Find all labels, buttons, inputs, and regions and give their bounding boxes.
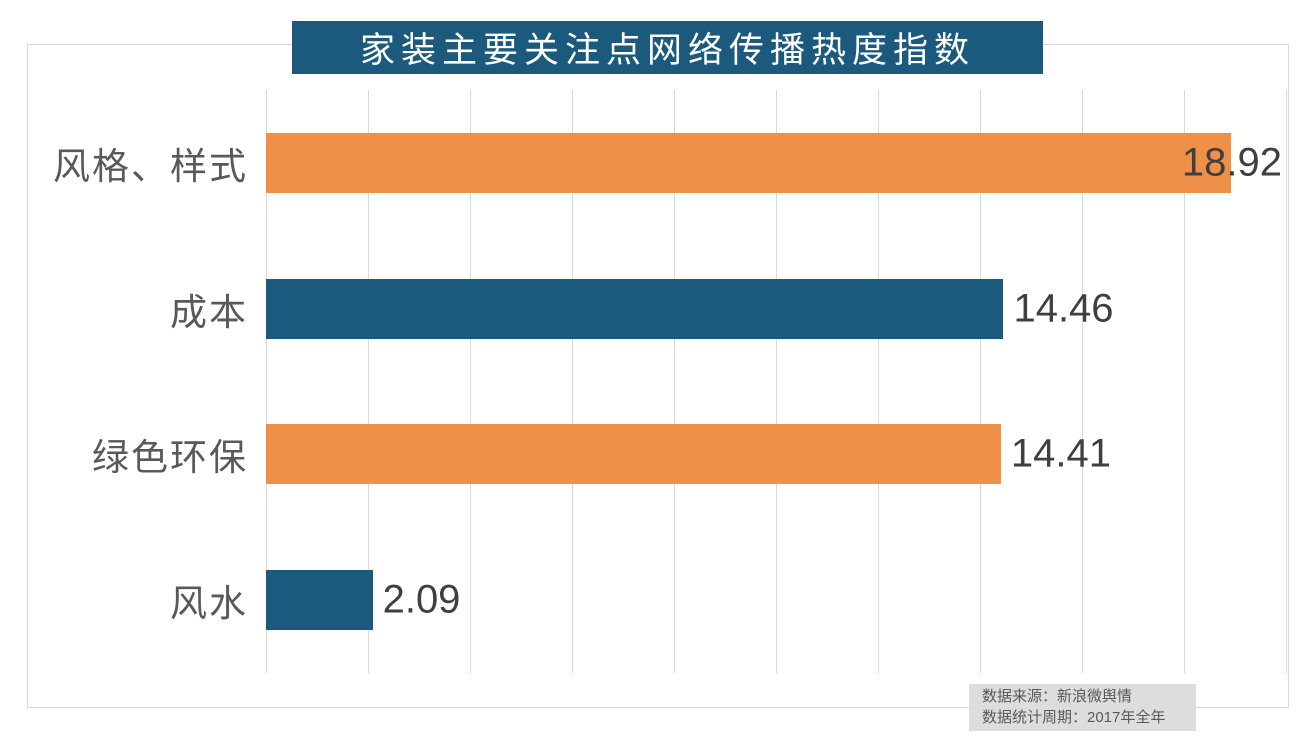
plot-area: 18.92 14.46 14.41 2.09 [266, 90, 1287, 673]
bar-4 [266, 570, 373, 631]
gridline [470, 90, 471, 673]
category-label: 绿色环保 [92, 437, 248, 479]
category-axis-labels: 风格、样式成本绿色环保风水 [0, 90, 248, 673]
category-label: 成本 [170, 291, 248, 333]
bar-1 [266, 132, 1231, 193]
chart-title: 家装主要关注点网络传播热度指数 [359, 31, 975, 70]
gridline [674, 90, 675, 673]
chart-title-box: 家装主要关注点网络传播热度指数 [292, 21, 1043, 74]
gridline [572, 90, 573, 673]
gridline [980, 90, 981, 673]
gridline [878, 90, 879, 673]
category-label: 风格、样式 [53, 145, 248, 187]
gridline [1082, 90, 1083, 673]
value-label: 18.92 [1181, 140, 1282, 185]
value-label: 14.46 [1013, 286, 1114, 331]
bar-2 [266, 278, 1004, 339]
value-label: 2.09 [382, 577, 461, 622]
value-label: 14.41 [1010, 431, 1112, 476]
bar-3 [266, 424, 1001, 485]
category-label: 风水 [170, 583, 248, 625]
gridline [368, 90, 369, 673]
source-line-1: 数据来源：新浪微舆情 [982, 688, 1133, 705]
source-line-2: 数据统计周期：2017年全年 [982, 709, 1166, 726]
gridline [266, 90, 267, 673]
gridline [1286, 90, 1287, 673]
gridline [1184, 90, 1185, 673]
gridline [776, 90, 777, 673]
source-note: 数据来源：新浪微舆情 数据统计周期：2017年全年 [969, 684, 1196, 731]
